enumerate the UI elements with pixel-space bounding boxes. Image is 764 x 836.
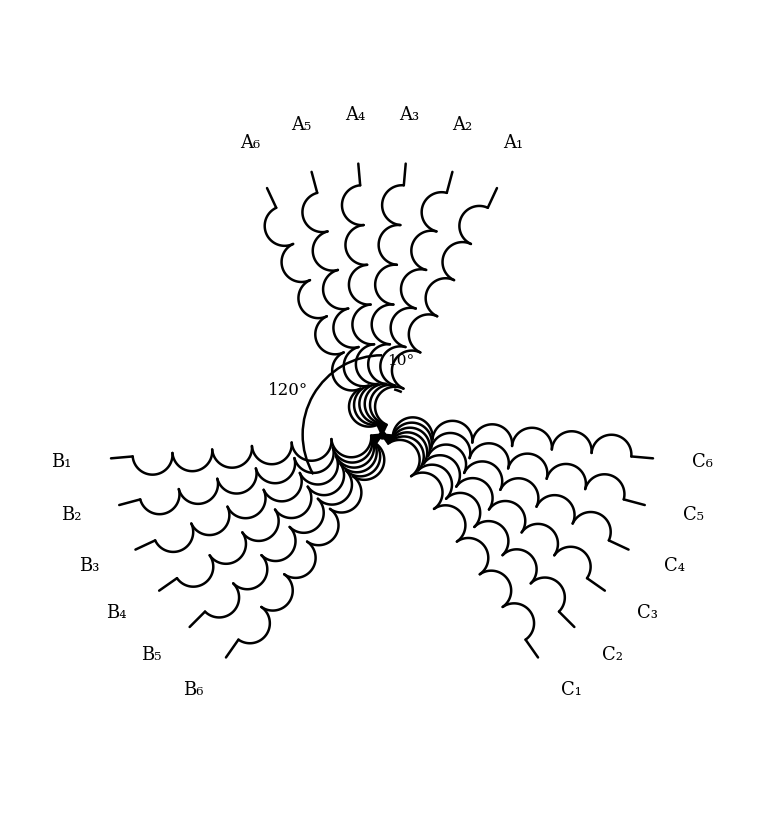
Text: A₂: A₂ bbox=[452, 116, 473, 134]
Text: C₂: C₂ bbox=[602, 645, 623, 664]
Text: A₃: A₃ bbox=[399, 106, 419, 125]
Text: A₁: A₁ bbox=[503, 135, 523, 152]
Text: B₂: B₂ bbox=[61, 507, 81, 524]
Text: B₃: B₃ bbox=[79, 558, 100, 575]
Text: C₆: C₆ bbox=[692, 453, 713, 471]
Text: A₅: A₅ bbox=[291, 116, 312, 134]
Text: 120°: 120° bbox=[268, 382, 309, 400]
Text: C₅: C₅ bbox=[683, 507, 704, 524]
Text: 10°: 10° bbox=[387, 354, 414, 369]
Text: B₁: B₁ bbox=[51, 453, 72, 471]
Text: B₆: B₆ bbox=[183, 681, 203, 699]
Text: C₁: C₁ bbox=[561, 681, 581, 699]
Text: C₃: C₃ bbox=[637, 604, 658, 622]
Text: B₅: B₅ bbox=[141, 645, 162, 664]
Text: B₄: B₄ bbox=[106, 604, 127, 622]
Text: A₆: A₆ bbox=[241, 135, 261, 152]
Text: A₄: A₄ bbox=[345, 106, 365, 125]
Text: C₄: C₄ bbox=[664, 558, 685, 575]
